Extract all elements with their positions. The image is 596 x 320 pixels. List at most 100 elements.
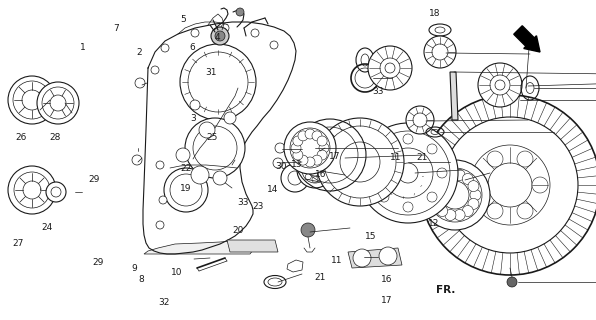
Text: 28: 28 (49, 133, 60, 142)
Circle shape (517, 203, 533, 219)
Circle shape (427, 144, 437, 154)
Circle shape (132, 155, 142, 165)
Text: 14: 14 (267, 185, 278, 194)
Text: 3: 3 (191, 114, 197, 123)
Circle shape (385, 63, 395, 73)
Text: 25: 25 (206, 133, 218, 142)
Circle shape (472, 177, 488, 193)
Circle shape (23, 181, 41, 199)
Text: 27: 27 (12, 239, 23, 248)
Circle shape (251, 29, 259, 37)
Circle shape (487, 151, 503, 167)
Text: 22: 22 (180, 164, 191, 173)
Text: 29: 29 (92, 258, 104, 267)
Text: 24: 24 (42, 223, 53, 232)
Text: 21: 21 (315, 273, 326, 282)
Text: 32: 32 (159, 298, 170, 307)
Text: 11: 11 (390, 153, 401, 162)
Polygon shape (450, 72, 458, 120)
Text: 26: 26 (15, 133, 26, 142)
Circle shape (176, 148, 190, 162)
Circle shape (517, 151, 533, 167)
Circle shape (298, 131, 308, 141)
Circle shape (8, 76, 56, 124)
Circle shape (297, 152, 333, 188)
Text: FR.: FR. (436, 284, 456, 295)
Circle shape (495, 80, 505, 90)
Circle shape (13, 81, 51, 119)
Circle shape (293, 150, 303, 160)
Circle shape (431, 180, 442, 192)
Circle shape (462, 173, 473, 184)
Circle shape (431, 198, 442, 209)
Circle shape (454, 170, 465, 180)
Text: 19: 19 (180, 184, 191, 193)
Circle shape (319, 174, 325, 180)
Circle shape (441, 181, 469, 209)
Circle shape (293, 136, 303, 146)
Circle shape (358, 123, 458, 223)
Text: 9: 9 (131, 264, 137, 273)
Circle shape (403, 202, 413, 212)
Circle shape (159, 196, 167, 204)
Polygon shape (348, 248, 402, 268)
Text: 17: 17 (329, 152, 340, 161)
Circle shape (191, 29, 199, 37)
Circle shape (50, 95, 66, 111)
Circle shape (437, 205, 448, 217)
Circle shape (319, 143, 329, 153)
Circle shape (51, 187, 61, 197)
Circle shape (22, 90, 42, 110)
Circle shape (353, 249, 371, 267)
Text: 20: 20 (232, 226, 244, 235)
Circle shape (437, 168, 447, 178)
Circle shape (221, 24, 229, 32)
Text: 6: 6 (190, 43, 195, 52)
Circle shape (305, 129, 315, 139)
Circle shape (302, 157, 328, 183)
Text: 17: 17 (381, 296, 393, 305)
Circle shape (190, 100, 200, 110)
Circle shape (429, 189, 440, 201)
Text: 8: 8 (138, 275, 144, 284)
Circle shape (291, 143, 301, 153)
Circle shape (437, 173, 448, 184)
Circle shape (161, 44, 169, 52)
Circle shape (462, 205, 473, 217)
Circle shape (46, 182, 66, 202)
Text: 21: 21 (416, 153, 427, 162)
Circle shape (478, 63, 522, 107)
Circle shape (420, 95, 596, 275)
Text: 29: 29 (88, 175, 100, 184)
Circle shape (288, 171, 302, 185)
Text: 16: 16 (315, 170, 326, 179)
Circle shape (301, 223, 315, 237)
Circle shape (532, 177, 548, 193)
Circle shape (312, 157, 318, 164)
Text: 5: 5 (180, 15, 186, 24)
Circle shape (368, 46, 412, 90)
Circle shape (298, 155, 308, 165)
Circle shape (319, 160, 325, 166)
Circle shape (445, 210, 456, 220)
Circle shape (305, 174, 311, 180)
Circle shape (454, 210, 465, 220)
Circle shape (312, 131, 322, 141)
Text: 33: 33 (237, 198, 249, 207)
Text: 11: 11 (331, 256, 343, 265)
Circle shape (273, 158, 283, 168)
Text: 2: 2 (136, 48, 141, 57)
Polygon shape (227, 240, 278, 252)
Circle shape (442, 117, 578, 253)
Text: 18: 18 (429, 9, 440, 18)
Circle shape (487, 203, 503, 219)
Circle shape (468, 198, 479, 209)
Circle shape (406, 106, 434, 134)
Circle shape (180, 44, 256, 120)
Text: 30: 30 (275, 162, 287, 171)
Circle shape (14, 172, 50, 208)
Circle shape (305, 157, 315, 167)
Text: 12: 12 (428, 219, 439, 228)
Circle shape (468, 180, 479, 192)
Text: 33: 33 (372, 87, 383, 96)
